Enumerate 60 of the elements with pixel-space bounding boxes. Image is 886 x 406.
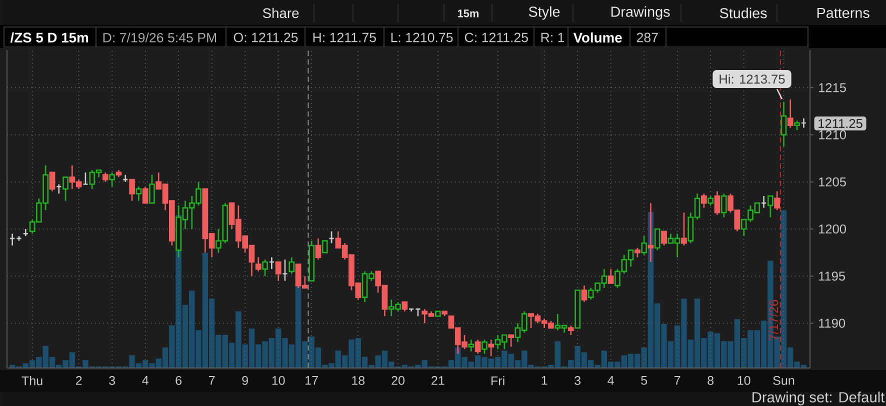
y-tick-label: 1195: [819, 272, 846, 281]
x-tick-label: 17: [306, 376, 318, 385]
x-tick-label: 3: [109, 376, 116, 385]
x-tick-label: 3: [574, 376, 581, 385]
candlestick: [760, 195, 767, 208]
x-tick-label: Thu: [22, 376, 42, 386]
annotation: Hi: 1213.75: [720, 74, 785, 84]
text: Style: [528, 6, 560, 20]
candlestick: [122, 174, 128, 183]
text: O: 1211.25: [234, 32, 298, 42]
x-tick-label: 18: [352, 376, 365, 385]
text: Drawing set: Default: [752, 392, 885, 406]
x-tick-label: 10: [272, 376, 285, 385]
x-tick-label: Sun: [773, 376, 794, 385]
y-tick-label: 1210: [819, 130, 846, 140]
x-tick-label: 5: [641, 376, 648, 385]
y-tick-label: 1205: [819, 177, 846, 186]
candlestick: [474, 339, 481, 355]
text: 15m: [458, 10, 478, 18]
candlestick: [488, 339, 494, 357]
text: Drawings: [611, 6, 670, 20]
x-tick-label: 10: [738, 376, 750, 385]
candlestick: [9, 233, 16, 246]
text: 1211.25: [818, 118, 862, 128]
candlestick: [268, 256, 275, 270]
text: Patterns: [817, 8, 870, 18]
text: C: 1211.25: [464, 32, 528, 42]
candlestick: [720, 193, 727, 218]
x-tick-label: 4: [142, 376, 148, 385]
x-tick-label: 20: [392, 376, 405, 385]
x-tick-label: 7: [208, 376, 215, 385]
x-tick-label: Fri: [492, 376, 504, 386]
candlestick: [288, 256, 295, 274]
candlestick: [468, 339, 474, 352]
x-tick-label: 1: [542, 376, 548, 385]
text: H: 1211.75: [313, 32, 376, 42]
y-tick-label: 1190: [819, 318, 846, 328]
text: R: 1: [541, 32, 564, 42]
text: D: 7/19/26 5:45 PM: [103, 32, 216, 42]
x-tick-label: 9: [242, 376, 248, 385]
candlestick: [780, 101, 787, 148]
candlestick: [800, 118, 807, 128]
chart-title: /ZS 5 D 15m: [10, 32, 88, 43]
ref-line-label: 7/17/26: [768, 300, 778, 341]
candlestick: [714, 190, 720, 216]
text: L: 1210.75: [391, 32, 453, 42]
candlestick: [136, 186, 142, 202]
x-tick-label: 21: [432, 376, 444, 385]
x-tick-label: 7: [674, 376, 680, 385]
x-tick-label: 8: [708, 376, 714, 385]
chart-title: Volume: [573, 32, 622, 43]
x-tick-label: 6: [176, 376, 182, 385]
x-tick-label: 2: [76, 376, 82, 385]
y-tick-label: 1215: [819, 83, 846, 92]
text: Share: [262, 8, 299, 18]
x-tick-label: 4: [608, 376, 614, 385]
candlestick: [255, 256, 262, 272]
text: 287: [636, 32, 658, 42]
y-tick-label: 1200: [819, 224, 846, 234]
text: Studies: [720, 8, 767, 18]
